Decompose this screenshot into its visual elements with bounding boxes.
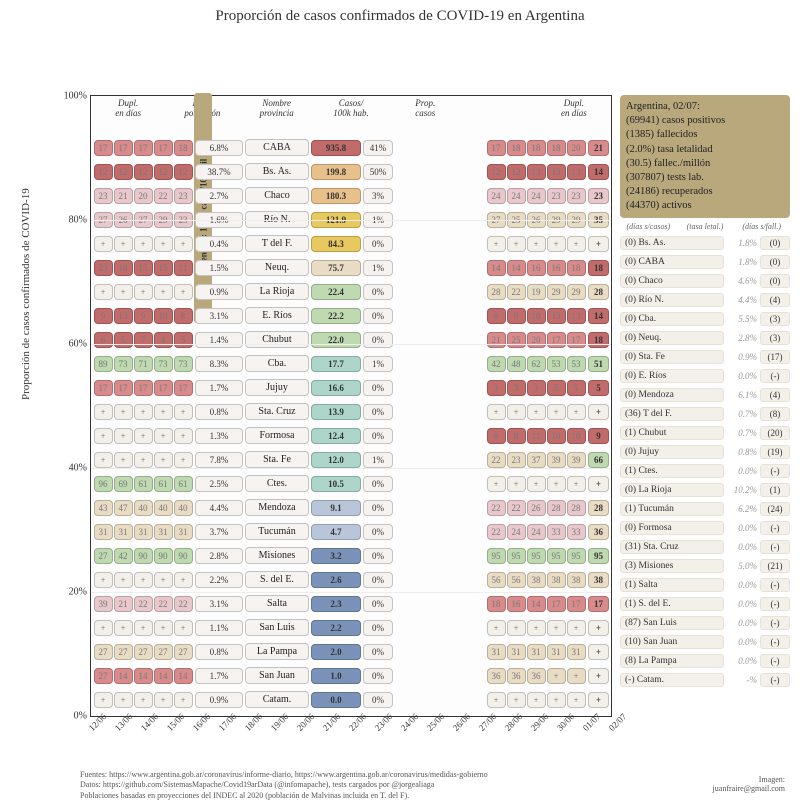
side-row: (0) CABA1.8%(0) [620, 252, 790, 271]
image-credit: Imagen:juanfraire@gmail.com [713, 775, 785, 793]
province-row: 27429090902.8%Misiones3.20%959595959595 [91, 544, 611, 567]
province-row: +++++1.3%Formosa12.40%881110109 [91, 424, 611, 447]
y-tick: 60% [69, 339, 91, 350]
province-row: 27272727270.8%La Pampa2.00%3131313131+ [91, 640, 611, 663]
province-row: 17171717171.7%Jujuy16.60%333555 [91, 376, 611, 399]
province-row: +++++0.4%T del F.84.30%++++++ [91, 232, 611, 255]
chart-title: Proporción de casos confirmados de COVID… [0, 0, 800, 25]
side-row: (10) San Juan0.0%(-) [620, 632, 790, 651]
province-row: +++++0.9%La Rioja22.40%282219292928 [91, 280, 611, 303]
side-row: (1) Salta0.0%(-) [620, 575, 790, 594]
side-row: (1) Chubut0.7%(20) [620, 423, 790, 442]
side-row: (0) Jujuy0.8%(19) [620, 442, 790, 461]
side-table: (días s/casos)(tasa letal.)(días s/fall.… [620, 222, 790, 689]
side-row: (31) Sta. Cruz0.0%(-) [620, 537, 790, 556]
side-row: (0) Río N.4.4%(4) [620, 290, 790, 309]
province-row: 31313131313.7%Tucumán4.70%222424333336 [91, 520, 611, 543]
side-row: (1) Tucumán6.2%(24) [620, 499, 790, 518]
side-row: (0) Mendoza6.1%(4) [620, 385, 790, 404]
side-row: (0) Chaco4.6%(0) [620, 271, 790, 290]
chart-area: Dupl.en días Prop.población Nombreprovin… [90, 95, 612, 717]
province-row: 91391083.1%E. Ríos22.20%8910131314 [91, 304, 611, 327]
side-row: (36) T del F.0.7%(8) [620, 404, 790, 423]
province-row: 43474040404.4%Mendoza9.10%222226282828 [91, 496, 611, 519]
province-row: 39212222223.1%Salta2.30%181614171717 [91, 592, 611, 615]
province-row: 17171717186.8%CABA935.841%171818182021 [91, 136, 611, 159]
province-row: 89737173738.3%Cba.17.71%424862535351 [91, 352, 611, 375]
side-row: (0) E. Ríos0.0%(-) [620, 366, 790, 385]
side-row: (0) Bs. As.1.8%(0) [620, 233, 790, 252]
y-tick: 0% [74, 711, 91, 722]
side-row: (3) Misiones5.0%(21) [620, 556, 790, 575]
side-row: (0) La Rioja10.2%(1) [620, 480, 790, 499]
y-tick: 20% [69, 587, 91, 598]
side-row: (-) Catam.-%(-) [620, 670, 790, 689]
province-row: +++++2.2%S. del E.2.60%565638383838 [91, 568, 611, 591]
province-row: 23181515111.5%Neuq.75.71%141416161818 [91, 256, 611, 279]
side-row: (0) Sta. Fe0.9%(17) [620, 347, 790, 366]
info-box: Argentina, 02/07:(69941) casos positivos… [620, 95, 790, 218]
y-axis-label: Proporción de casos confirmados de COVID… [20, 188, 32, 400]
y-tick: 80% [69, 215, 91, 226]
column-headers: Dupl.en días Prop.población Nombreprovin… [91, 98, 611, 118]
y-tick: 40% [69, 463, 91, 474]
side-row: (87) San Luis0.0%(-) [620, 613, 790, 632]
footer-sources: Fuentes: https://www.argentina.gob.ar/co… [80, 770, 488, 801]
y-tick: 100% [64, 91, 91, 102]
side-panel: Argentina, 02/07:(69941) casos positivos… [620, 95, 790, 689]
province-row: +++++0.8%Sta. Cruz13.90%++++++ [91, 400, 611, 423]
side-row: (1) S. del E.0.0%(-) [620, 594, 790, 613]
province-row: 657451.4%Chubut22.00%212520171718 [91, 328, 611, 351]
province-row: 23212022232.7%Chaco180.33%242424232323 [91, 184, 611, 207]
province-row: 27141414141.7%San Juan1.00%363636+++ [91, 664, 611, 687]
province-row: 96696161612.5%Ctes.10.50%++++++ [91, 472, 611, 495]
province-row: +++++0.9%Catam.0.00%++++++ [91, 688, 611, 711]
side-row: (8) La Pampa0.0%(-) [620, 651, 790, 670]
side-row: (0) Formosa0.0%(-) [620, 518, 790, 537]
side-row: (0) Cba.5.5%(3) [620, 309, 790, 328]
side-row: (1) Ctes.0.0%(-) [620, 461, 790, 480]
data-rows: 17171717186.8%CABA935.841%17181818202112… [91, 136, 611, 716]
province-row: +++++1.1%San Luis2.20%++++++ [91, 616, 611, 639]
province-row: 121212121238.7%Bs. As.199.850%1212131313… [91, 160, 611, 183]
side-row: (0) Neuq.2.8%(3) [620, 328, 790, 347]
